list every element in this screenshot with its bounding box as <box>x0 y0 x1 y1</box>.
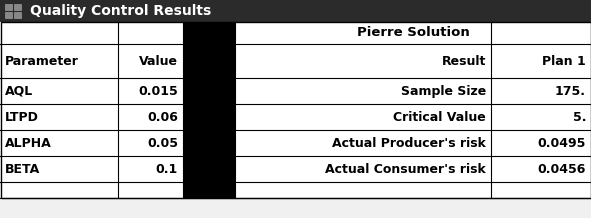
Bar <box>14 12 21 18</box>
Text: 0.1: 0.1 <box>156 162 178 175</box>
Text: Value: Value <box>139 54 178 68</box>
Bar <box>5 12 12 18</box>
Text: 175.: 175. <box>555 85 586 97</box>
Bar <box>183 22 235 198</box>
Bar <box>14 4 21 10</box>
Bar <box>0 0 591 22</box>
Text: LTPD: LTPD <box>5 111 39 124</box>
Bar <box>1 22 590 198</box>
Text: 0.05: 0.05 <box>147 136 178 150</box>
Text: Quality Control Results: Quality Control Results <box>30 4 211 18</box>
Text: Actual Consumer's risk: Actual Consumer's risk <box>325 162 486 175</box>
Text: Sample Size: Sample Size <box>401 85 486 97</box>
Text: 5.: 5. <box>573 111 586 124</box>
Text: Plan 1: Plan 1 <box>543 54 586 68</box>
Text: Parameter: Parameter <box>5 54 79 68</box>
Text: Result: Result <box>441 54 486 68</box>
Text: 0.0456: 0.0456 <box>538 162 586 175</box>
Text: 0.06: 0.06 <box>147 111 178 124</box>
Text: Actual Producer's risk: Actual Producer's risk <box>332 136 486 150</box>
Bar <box>0 22 591 198</box>
Text: 0.0495: 0.0495 <box>538 136 586 150</box>
Text: 0.015: 0.015 <box>138 85 178 97</box>
Text: Pierre Solution: Pierre Solution <box>356 27 469 39</box>
Bar <box>5 4 12 10</box>
Text: BETA: BETA <box>5 162 40 175</box>
Text: Critical Value: Critical Value <box>393 111 486 124</box>
Text: ALPHA: ALPHA <box>5 136 52 150</box>
Text: AQL: AQL <box>5 85 33 97</box>
